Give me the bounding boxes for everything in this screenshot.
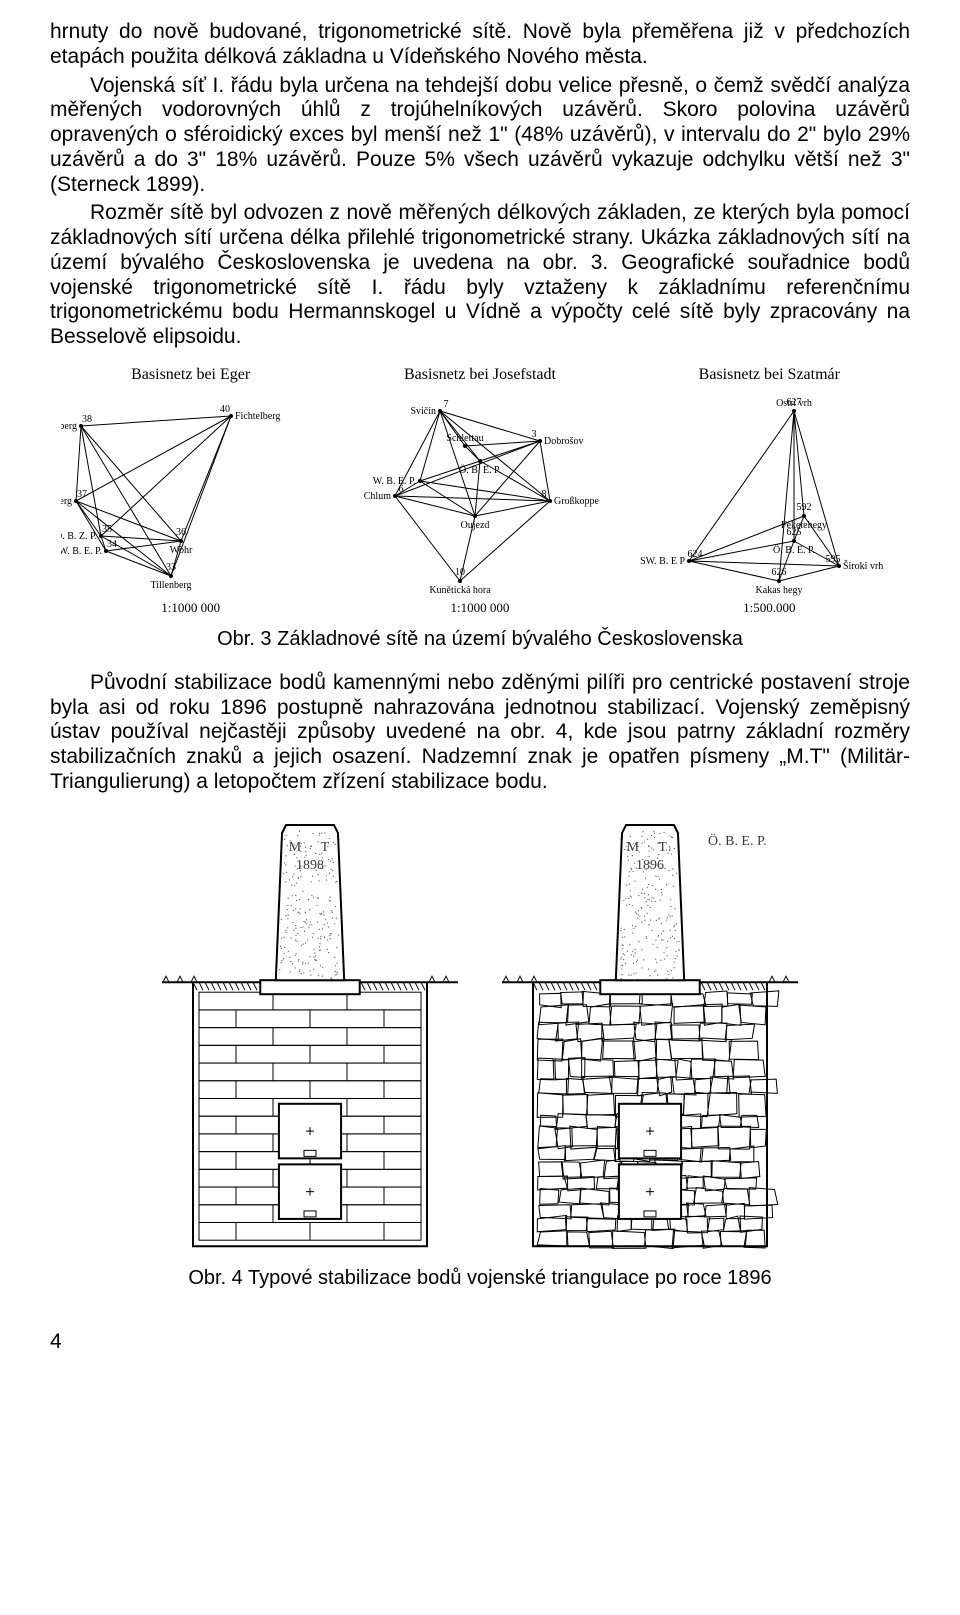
svg-text:Fichtelberg: Fichtelberg bbox=[235, 411, 280, 422]
figure-3: Basisnetz bei EgerAschberg38Fichtelberg4… bbox=[50, 366, 910, 616]
svg-text:34: 34 bbox=[107, 539, 117, 550]
fig3-net-svg: Aschberg 38 Fichtelberg 40 Kapellenberg 37 N. … bbox=[61, 386, 321, 596]
svg-text:M · T: M · T bbox=[289, 840, 331, 855]
svg-text:Kakas hegy: Kakas hegy bbox=[756, 585, 803, 596]
fig3-net-2: Basisnetz bei SzatmárOstri vrh627Feketeh… bbox=[629, 366, 910, 616]
paragraph-1: hrnuty do nově budované, trigonometrické… bbox=[50, 20, 910, 70]
svg-text:Aschberg: Aschberg bbox=[61, 421, 77, 432]
fig3-net-scale: 1:500.000 bbox=[743, 600, 795, 616]
svg-text:37: 37 bbox=[77, 489, 87, 500]
svg-text:3: 3 bbox=[531, 429, 536, 440]
fig3-net-title: Basisnetz bei Eger bbox=[131, 366, 250, 384]
figure-3-caption: Obr. 3 Základnové sítě na území bývalého… bbox=[50, 628, 910, 651]
svg-text:36: 36 bbox=[176, 527, 186, 538]
svg-text:Tillenberg: Tillenberg bbox=[150, 580, 191, 591]
svg-text:6: 6 bbox=[398, 484, 403, 495]
svg-text:1896: 1896 bbox=[636, 858, 664, 873]
fig3-net-svg: Svičín 7 Dobrošov 3 Schlettau Ö. B. E. P. W. B… bbox=[350, 386, 610, 596]
paragraph-4: Původní stabilizace bodů kamennými nebo … bbox=[50, 671, 910, 795]
svg-text:8: 8 bbox=[541, 489, 546, 500]
fig3-net-title: Basisnetz bei Josefstadt bbox=[404, 366, 556, 384]
fig3-net-svg: Ostri vrh627Feketehegy592Ö. B. E. P.625S… bbox=[639, 386, 899, 596]
svg-text:627: 627 bbox=[787, 397, 802, 408]
svg-text:Ö. B. E. P.: Ö. B. E. P. bbox=[773, 544, 815, 556]
svg-text:Svičín: Svičín bbox=[410, 406, 436, 417]
svg-text:S. W. B. E. P.: S. W. B. E. P. bbox=[61, 546, 102, 557]
svg-text:40: 40 bbox=[220, 404, 230, 415]
fig3-net-scale: 1:1000 000 bbox=[161, 600, 220, 616]
svg-text:Schlettau: Schlettau bbox=[446, 433, 483, 444]
fig3-net-0: Basisnetz bei Eger Aschberg 38 Fichtelberg 4… bbox=[50, 366, 331, 616]
svg-text:38: 38 bbox=[82, 414, 92, 425]
fig3-net-scale: 1:1000 000 bbox=[451, 600, 510, 616]
svg-text:624: 624 bbox=[688, 549, 703, 560]
fig4-pillar-0: M · T 1898 bbox=[160, 815, 460, 1255]
svg-text:592: 592 bbox=[797, 502, 812, 513]
svg-text:10: 10 bbox=[455, 567, 465, 578]
fig3-net-title: Basisnetz bei Szatmár bbox=[699, 366, 840, 384]
fig4-pillar-1: M · T. 1896 Ö. B. E. P. bbox=[500, 815, 800, 1255]
svg-text:1898: 1898 bbox=[296, 858, 324, 873]
svg-text:626: 626 bbox=[772, 567, 787, 578]
paragraph-2: Vojenská síť I. řádu byla určena na tehd… bbox=[50, 74, 910, 198]
svg-text:W. B. E. P.: W. B. E. P. bbox=[373, 476, 416, 487]
svg-text:Kapellenberg: Kapellenberg bbox=[61, 496, 72, 507]
figure-4-caption: Obr. 4 Typové stabilizace bodů vojenské … bbox=[50, 1267, 910, 1290]
svg-text:Großkoppe: Großkoppe bbox=[554, 496, 600, 507]
svg-text:33: 33 bbox=[166, 562, 176, 573]
svg-text:7: 7 bbox=[443, 399, 448, 410]
svg-text:Dobrošov: Dobrošov bbox=[544, 436, 583, 447]
svg-text:Oujezd: Oujezd bbox=[461, 520, 490, 531]
svg-text:Ö. B. E. P.: Ö. B. E. P. bbox=[459, 464, 501, 476]
paragraph-3: Rozměr sítě byl odvozen z nově měřených … bbox=[50, 201, 910, 350]
svg-text:Chlum: Chlum bbox=[364, 491, 391, 502]
svg-text:M · T.: M · T. bbox=[627, 840, 674, 855]
svg-text:Ö. B. E. P.: Ö. B. E. P. bbox=[708, 832, 767, 849]
figure-4: M · T 1898 M · T. 1896 Ö. B. E. P. bbox=[50, 815, 910, 1255]
svg-text:N. Ö. B. Z. P.: N. Ö. B. Z. P. bbox=[61, 530, 97, 542]
svg-text:SW. B. E P: SW. B. E P bbox=[640, 556, 685, 567]
fig3-net-1: Basisnetz bei Josefstadt Svičín 7 Dobrošov 3… bbox=[339, 366, 620, 616]
svg-text:Široki vrh: Široki vrh bbox=[843, 560, 883, 572]
svg-text:625: 625 bbox=[787, 527, 802, 538]
svg-text:595: 595 bbox=[826, 554, 841, 565]
page-container: hrnuty do nově budované, trigonometrické… bbox=[0, 0, 960, 1384]
page-number: 4 bbox=[50, 1330, 910, 1354]
svg-text:Kunětická hora: Kunětická hora bbox=[429, 585, 491, 596]
svg-text:Wöhr: Wöhr bbox=[169, 545, 192, 556]
svg-text:35: 35 bbox=[102, 524, 112, 535]
